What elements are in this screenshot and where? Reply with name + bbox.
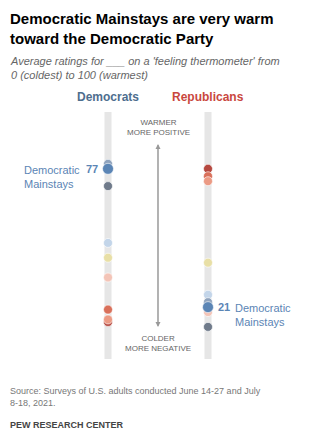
svg-text:WARMERMORE POSITIVE: WARMERMORE POSITIVE (127, 118, 190, 137)
svg-text:Democrats: Democrats (77, 90, 139, 104)
svg-text:21: 21 (218, 301, 230, 313)
svg-text:77: 77 (86, 163, 98, 175)
svg-text:Republicans: Republicans (172, 90, 244, 104)
svg-text:DemocraticMainstays: DemocraticMainstays (235, 302, 291, 328)
svg-text:DemocraticMainstays: DemocraticMainstays (24, 164, 80, 190)
svg-text:COLDERMORE NEGATIVE: COLDERMORE NEGATIVE (125, 334, 191, 353)
svg-text:Source: Surveys of U.S. adults: Source: Surveys of U.S. adults conducted… (10, 386, 261, 408)
svg-text:PEW RESEARCH CENTER: PEW RESEARCH CENTER (10, 420, 124, 430)
svg-text:Average ratings for ___ on a ': Average ratings for ___ on a 'feeling th… (10, 55, 280, 81)
svg-text:Democratic Mainstays are very: Democratic Mainstays are very warmtoward… (10, 10, 273, 47)
